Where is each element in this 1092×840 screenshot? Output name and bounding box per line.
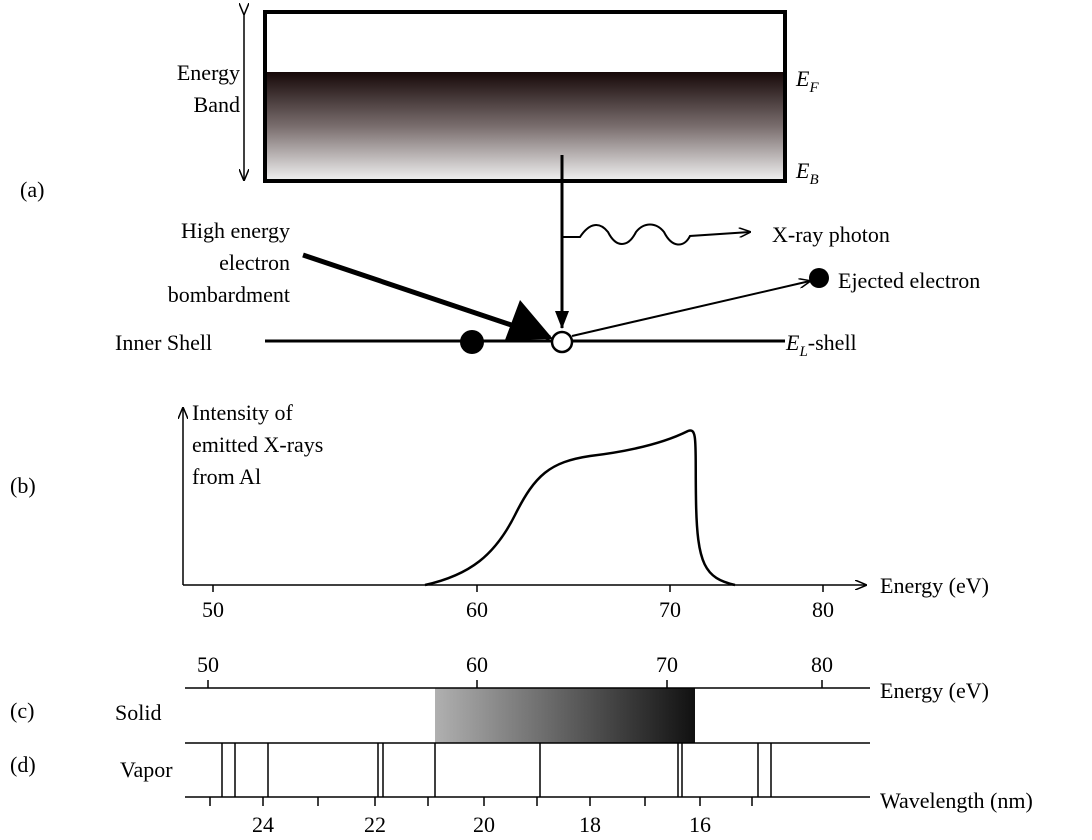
c-axis-label: Energy (eV) bbox=[880, 678, 989, 703]
photon-wave bbox=[562, 223, 750, 246]
tick-label: 50 bbox=[202, 597, 224, 622]
tick-label: 60 bbox=[466, 652, 488, 677]
spectrum-curve bbox=[424, 429, 736, 587]
ejection-arrow bbox=[571, 281, 810, 337]
electron bbox=[460, 330, 484, 354]
vapor-label: Vapor bbox=[120, 757, 173, 782]
solid-spectrum bbox=[435, 688, 695, 743]
panel-label: (d) bbox=[10, 752, 36, 777]
bombardment-arrow bbox=[302, 252, 551, 341]
tick-label: 50 bbox=[197, 652, 219, 677]
arrow-head bbox=[505, 300, 553, 340]
tick-label: 18 bbox=[579, 812, 601, 837]
tick-label: 80 bbox=[811, 652, 833, 677]
b-axis-label: Energy (eV) bbox=[880, 573, 989, 598]
ejected-electron bbox=[809, 268, 829, 288]
panel-label: (a) bbox=[20, 177, 44, 202]
tick-label: 22 bbox=[364, 812, 386, 837]
hole bbox=[550, 330, 574, 354]
band-label-2: Band bbox=[194, 92, 240, 117]
intensity-3: from Al bbox=[192, 464, 261, 489]
bombardment-3: bombardment bbox=[168, 282, 290, 307]
ef-label: EF bbox=[795, 66, 819, 96]
tick-label: 16 bbox=[689, 812, 711, 837]
inner-shell-label: Inner Shell bbox=[115, 330, 212, 355]
tick-label: 70 bbox=[656, 652, 678, 677]
d-axis-label: Wavelength (nm) bbox=[880, 788, 1033, 813]
tick-label: 60 bbox=[466, 597, 488, 622]
energy-band bbox=[263, 10, 787, 183]
tick-label: 24 bbox=[252, 812, 274, 837]
tick-label: 20 bbox=[473, 812, 495, 837]
eb-label: EB bbox=[795, 158, 819, 188]
panel-label: (b) bbox=[10, 473, 36, 498]
bombardment-2: electron bbox=[219, 250, 290, 275]
intensity-1: Intensity of bbox=[192, 400, 293, 425]
ejected-label: Ejected electron bbox=[838, 268, 980, 293]
bombardment-1: High energy bbox=[181, 218, 290, 243]
d-minor-ticks bbox=[209, 797, 753, 806]
panel-label: (c) bbox=[10, 698, 34, 723]
tick-label: 70 bbox=[659, 597, 681, 622]
solid-label: Solid bbox=[115, 700, 161, 725]
intensity-2: emitted X-rays bbox=[192, 432, 323, 457]
xray-label: X-ray photon bbox=[772, 222, 890, 247]
vapor-lines bbox=[221, 743, 772, 797]
tick-label: 80 bbox=[812, 597, 834, 622]
el-shell-label: EL-shell bbox=[785, 330, 857, 360]
band-label-1: Energy bbox=[177, 60, 240, 85]
